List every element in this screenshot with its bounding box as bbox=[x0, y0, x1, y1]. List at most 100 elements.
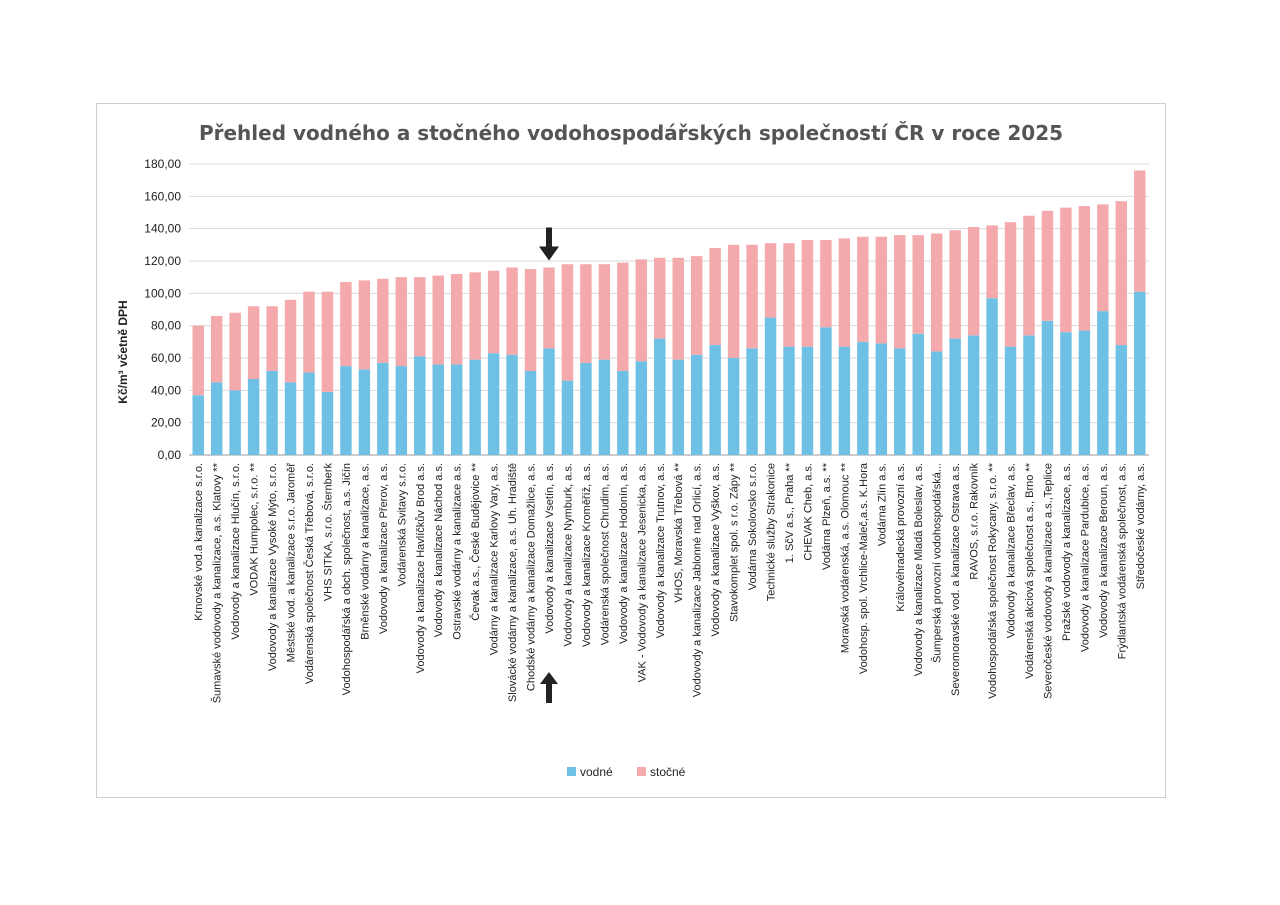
bar-vodne bbox=[210, 382, 223, 455]
bar-stocne bbox=[1097, 204, 1109, 312]
bar-stocne bbox=[580, 264, 592, 363]
bar-stocne bbox=[838, 238, 851, 347]
x-tick-label: Středočeské vodárny, a.s. bbox=[1135, 463, 1147, 589]
bar-vodne bbox=[1115, 345, 1128, 455]
bar-vodne bbox=[820, 327, 832, 455]
bar-stocne bbox=[1134, 170, 1146, 292]
x-tick-label: Královéhradecká provozní a.s. bbox=[895, 463, 907, 612]
x-tick-label: RAVOS, s.r.o. Rakovník bbox=[969, 463, 981, 580]
bar-vodne bbox=[321, 391, 334, 455]
chart-title: Přehled vodného a stočného vodohospodářs… bbox=[199, 121, 1063, 145]
bar-stocne bbox=[1060, 207, 1072, 333]
legend-label: stočné bbox=[650, 765, 686, 779]
bar-vodne bbox=[654, 338, 666, 455]
bar-vodne bbox=[967, 335, 980, 455]
bar-stocne bbox=[1004, 222, 1017, 347]
bar-vodne bbox=[450, 364, 463, 455]
bar-vodne bbox=[949, 338, 961, 455]
bar-vodne bbox=[284, 382, 297, 455]
bar-vodne bbox=[358, 369, 371, 455]
legend-swatch bbox=[567, 767, 576, 776]
x-tick-label: Vodovody a kanalizace Nymburk, a.s. bbox=[562, 463, 574, 646]
bar-stocne bbox=[949, 230, 961, 339]
bar-stocne bbox=[1041, 210, 1054, 321]
bar-stocne bbox=[986, 225, 998, 299]
bar-stocne bbox=[1023, 215, 1035, 336]
bar-stocne bbox=[912, 235, 924, 334]
x-tick-label: Vodovody a kanalizace Mladá Boleslav, a.… bbox=[913, 463, 925, 676]
y-axis-ticks: 0,00 20,00 40,00 60,00 80,00 100,00 120,00 140,… bbox=[144, 157, 181, 462]
bar-stocne bbox=[524, 269, 537, 371]
bar-stocne bbox=[321, 291, 334, 392]
bar-vodne bbox=[1041, 320, 1054, 455]
bar-stocne bbox=[543, 267, 555, 349]
bar-vodne bbox=[1060, 332, 1072, 455]
bar-stocne bbox=[266, 306, 278, 371]
y-tick-label: 100,00 bbox=[144, 286, 181, 300]
x-tick-label: Vodohospodářská a obch. společnost, a.s.… bbox=[341, 463, 353, 695]
x-tick-label: VODAK Humpolec, s.r.o. ** bbox=[249, 462, 261, 595]
bar-stocne bbox=[654, 257, 666, 339]
bar-vodne bbox=[930, 351, 943, 455]
bar-vodne bbox=[377, 362, 389, 455]
x-tick-label: Chodské vodárny a kanalizace Domažlice, … bbox=[526, 463, 538, 691]
bar-stocne bbox=[377, 278, 389, 363]
x-tick-label: Vodohospodářská společnost Rokycany, s.r… bbox=[987, 462, 999, 699]
bar-stocne bbox=[432, 275, 444, 365]
x-tick-label: Vodárna Sokolovsko s.r.o. bbox=[747, 463, 759, 590]
x-tick-label: Vodovody a kanalizace Hodonín, a.s. bbox=[618, 463, 630, 644]
x-tick-label: CHEVAK Cheb, a.s. bbox=[802, 463, 814, 561]
x-tick-label: VHS SITKA, s.r.o. Šternberk bbox=[321, 463, 334, 602]
bar-vodne bbox=[506, 354, 518, 455]
x-tick-label: Vodovody a kanalizace Břeclav, a.s. bbox=[1006, 463, 1018, 638]
bar-stocne bbox=[192, 325, 204, 396]
bar-stocne bbox=[506, 267, 518, 355]
y-tick-label: 140,00 bbox=[144, 222, 181, 236]
bar-stocne bbox=[635, 259, 648, 362]
x-tick-label: Stavokomplet spol. s r.o. Zápy ** bbox=[729, 462, 741, 622]
bar-stocne bbox=[764, 243, 777, 318]
legend-label: vodné bbox=[580, 765, 613, 779]
bar-vodne bbox=[266, 370, 278, 455]
bar-vodne bbox=[524, 370, 537, 455]
chart-svg: Přehled vodného a stočného vodohospodářs… bbox=[116, 121, 1149, 779]
bar-stocne bbox=[967, 227, 980, 336]
x-tick-label: Vodárenská Svitavy s.r.o. bbox=[396, 463, 408, 587]
x-tick-label: Vodovody a kanalizace Přerov, a.s. bbox=[378, 463, 390, 634]
legend: vodné stočné bbox=[567, 765, 686, 779]
bar-stocne bbox=[1078, 206, 1091, 331]
bar-stocne bbox=[303, 291, 315, 373]
bar-stocne bbox=[783, 243, 795, 347]
x-tick-label: Šumavské vodovody a kanalizace, a.s. Kla… bbox=[211, 462, 224, 703]
bar-stocne bbox=[395, 277, 408, 367]
bar-stocne bbox=[284, 299, 297, 383]
bars bbox=[192, 170, 1146, 455]
bar-vodne bbox=[986, 298, 998, 455]
bar-stocne bbox=[617, 262, 629, 371]
bar-stocne bbox=[746, 244, 758, 349]
bar-vodne bbox=[1004, 346, 1017, 455]
y-tick-label: 120,00 bbox=[144, 254, 181, 268]
bar-vodne bbox=[912, 333, 924, 455]
bar-vodne bbox=[580, 362, 592, 455]
y-tick-label: 40,00 bbox=[151, 383, 181, 397]
bar-vodne bbox=[469, 359, 481, 455]
x-tick-label: Frýdlantská vodárenská společnost, a.s. bbox=[1116, 463, 1128, 659]
bar-vodne bbox=[894, 348, 906, 455]
bar-vodne bbox=[783, 346, 795, 455]
down-arrow-icon bbox=[539, 246, 559, 261]
x-tick-label: 1. SčV a.s., Praha ** bbox=[784, 462, 796, 563]
bar-stocne bbox=[210, 315, 223, 383]
x-axis-ticks: Krnovské vod.a kanalizace s.r.o. Šumavské… bbox=[193, 462, 1147, 703]
up-arrow-shaft bbox=[546, 683, 552, 703]
x-tick-label: Vodovody a kanalizace Vysoké Mýto, s.r.o… bbox=[267, 463, 279, 671]
bar-vodne bbox=[561, 380, 574, 455]
x-tick-label: Vodovody a kanalizace Kroměříž, a.s. bbox=[581, 463, 593, 647]
bar-vodne bbox=[635, 361, 648, 455]
bar-vodne bbox=[727, 358, 740, 455]
x-tick-label: Šumperská provozní vodohospodářská... bbox=[931, 463, 944, 663]
bar-vodne bbox=[875, 343, 888, 455]
bar-stocne bbox=[709, 248, 721, 346]
x-tick-label: Vodovody a kanalizace Pardubice, a.s. bbox=[1079, 463, 1091, 652]
bar-vodne bbox=[192, 395, 204, 455]
